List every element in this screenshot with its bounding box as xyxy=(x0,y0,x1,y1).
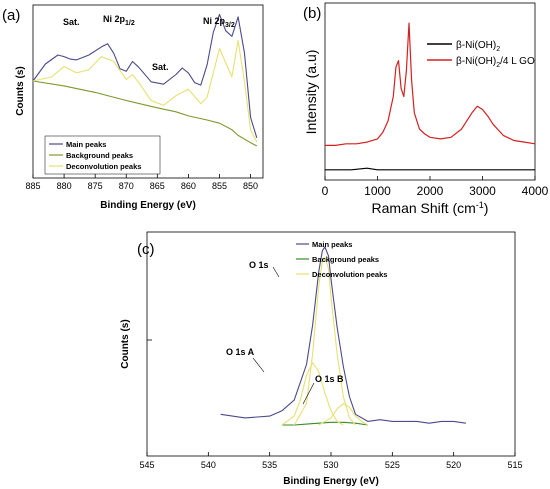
x-tick-label-c-6: 515 xyxy=(507,460,522,470)
legend-b: β-Ni(OH)2 β-Ni(OH)2/4 L GO xyxy=(427,40,535,69)
legend-label-main-a: Main peaks xyxy=(66,140,106,149)
annotation-sat-1: Sat. xyxy=(63,17,80,27)
legend-label-bg-c: Background peaks xyxy=(312,255,379,264)
legend-label-bg-a: Background peaks xyxy=(66,151,133,160)
series-line-b-0 xyxy=(325,167,535,171)
x-axis-label-b: Raman Shift (cm-1) xyxy=(372,200,489,216)
annotation-ni2p32: Ni 2p3/2 xyxy=(203,16,235,29)
x-tick-label-a-7: 850 xyxy=(243,181,258,191)
x-ticks-c: 545 540 535 530 525 520 515 xyxy=(139,452,523,470)
x-tick-label-c-1: 540 xyxy=(201,460,216,470)
series-line-c-4 xyxy=(318,403,369,426)
x-tick-label-b-1: 1000 xyxy=(364,184,391,198)
x-axis-label-a: Binding Energy (eV) xyxy=(100,200,196,211)
x-tick-label-b-0: 0 xyxy=(322,184,329,198)
panel-label-c: (c) xyxy=(137,241,155,258)
y-axis-label-a: Counts (s) xyxy=(15,66,26,115)
x-tick-label-b-4: 4000 xyxy=(522,184,549,198)
series-line-b-1 xyxy=(325,22,536,146)
legend-box-a xyxy=(44,135,161,175)
x-tick-label-c-3: 530 xyxy=(323,460,338,470)
x-tick-label-a-3: 870 xyxy=(119,181,134,191)
x-tick-label-a-0: 885 xyxy=(25,181,40,191)
annotation-ni2p12: Ni 2p1/2 xyxy=(103,14,135,27)
x-axis-label-c: Binding Energy (eV) xyxy=(283,476,379,487)
x-tick-label-a-2: 875 xyxy=(88,181,103,191)
legend-label-nioh2-go: β-Ni(OH)2/4 L GO xyxy=(456,56,535,69)
annotation-sat-2: Sat. xyxy=(152,62,169,72)
legend-label-dec-c: Deconvolution peaks xyxy=(312,270,387,279)
y-axis-label-b: Intensity (a.u) xyxy=(303,50,319,135)
x-tick-label-b-2: 2000 xyxy=(417,184,444,198)
x-tick-label-a-4: 865 xyxy=(150,181,165,191)
panel-label-b: (b) xyxy=(303,5,321,22)
panel-a: (a) 885 880 875 870 865 860 855 850 Sat. Ni 2p1… xyxy=(2,4,264,211)
annotation-o1sa: O 1s A xyxy=(226,347,255,357)
annotation-pointer-o1sb xyxy=(302,382,315,405)
x-ticks-b: 0 1000 2000 3000 4000 xyxy=(322,176,549,198)
annotation-o1sb: O 1s B xyxy=(315,374,344,384)
plot-frame-a xyxy=(32,4,264,179)
x-tick-label-a-1: 880 xyxy=(57,181,72,191)
x-tick-label-c-0: 545 xyxy=(139,460,154,470)
series-line-c-3 xyxy=(293,257,356,426)
x-tick-label-c-5: 520 xyxy=(446,460,461,470)
series-b xyxy=(325,22,536,171)
x-tick-label-c-4: 525 xyxy=(385,460,400,470)
series-line-c-0 xyxy=(220,246,466,424)
annotation-pointer-o1sa xyxy=(252,357,265,373)
y-axis-label-c: Counts (s) xyxy=(120,319,131,368)
annotation-pointer-o1s xyxy=(272,266,280,278)
x-tick-label-a-6: 855 xyxy=(212,181,227,191)
x-ticks-a: 885 880 875 870 865 860 855 850 xyxy=(25,174,258,191)
annotation-o1s: O 1s xyxy=(249,260,269,270)
series-line-a-1 xyxy=(32,80,258,147)
panel-label-a: (a) xyxy=(2,7,20,24)
legend-label-main-c: Main peaks xyxy=(312,240,352,249)
legend-a: Main peaks Background peaks Deconvolutio… xyxy=(44,135,161,175)
series-a xyxy=(32,13,258,147)
legend-label-nioh2: β-Ni(OH)2 xyxy=(456,40,500,53)
legend-label-dec-a: Deconvolution peaks xyxy=(66,162,141,171)
x-tick-label-b-3: 3000 xyxy=(469,184,496,198)
panel-b: (b) 0 1000 2000 3000 4000 β-Ni(OH)2 β-Ni(OH)… xyxy=(303,2,549,216)
panel-c: (c) 545 540 535 530 525 520 515 O 1s O 1s A O … xyxy=(120,231,523,487)
legend-c: Main peaks Background peaks Deconvolutio… xyxy=(296,240,387,279)
plot-frame-b xyxy=(324,2,536,181)
series-line-a-0 xyxy=(32,13,258,138)
x-tick-label-a-5: 860 xyxy=(181,181,196,191)
x-tick-label-c-2: 535 xyxy=(262,460,277,470)
series-line-a-2 xyxy=(32,39,258,143)
series-c xyxy=(220,246,466,426)
series-line-c-2 xyxy=(281,362,344,426)
